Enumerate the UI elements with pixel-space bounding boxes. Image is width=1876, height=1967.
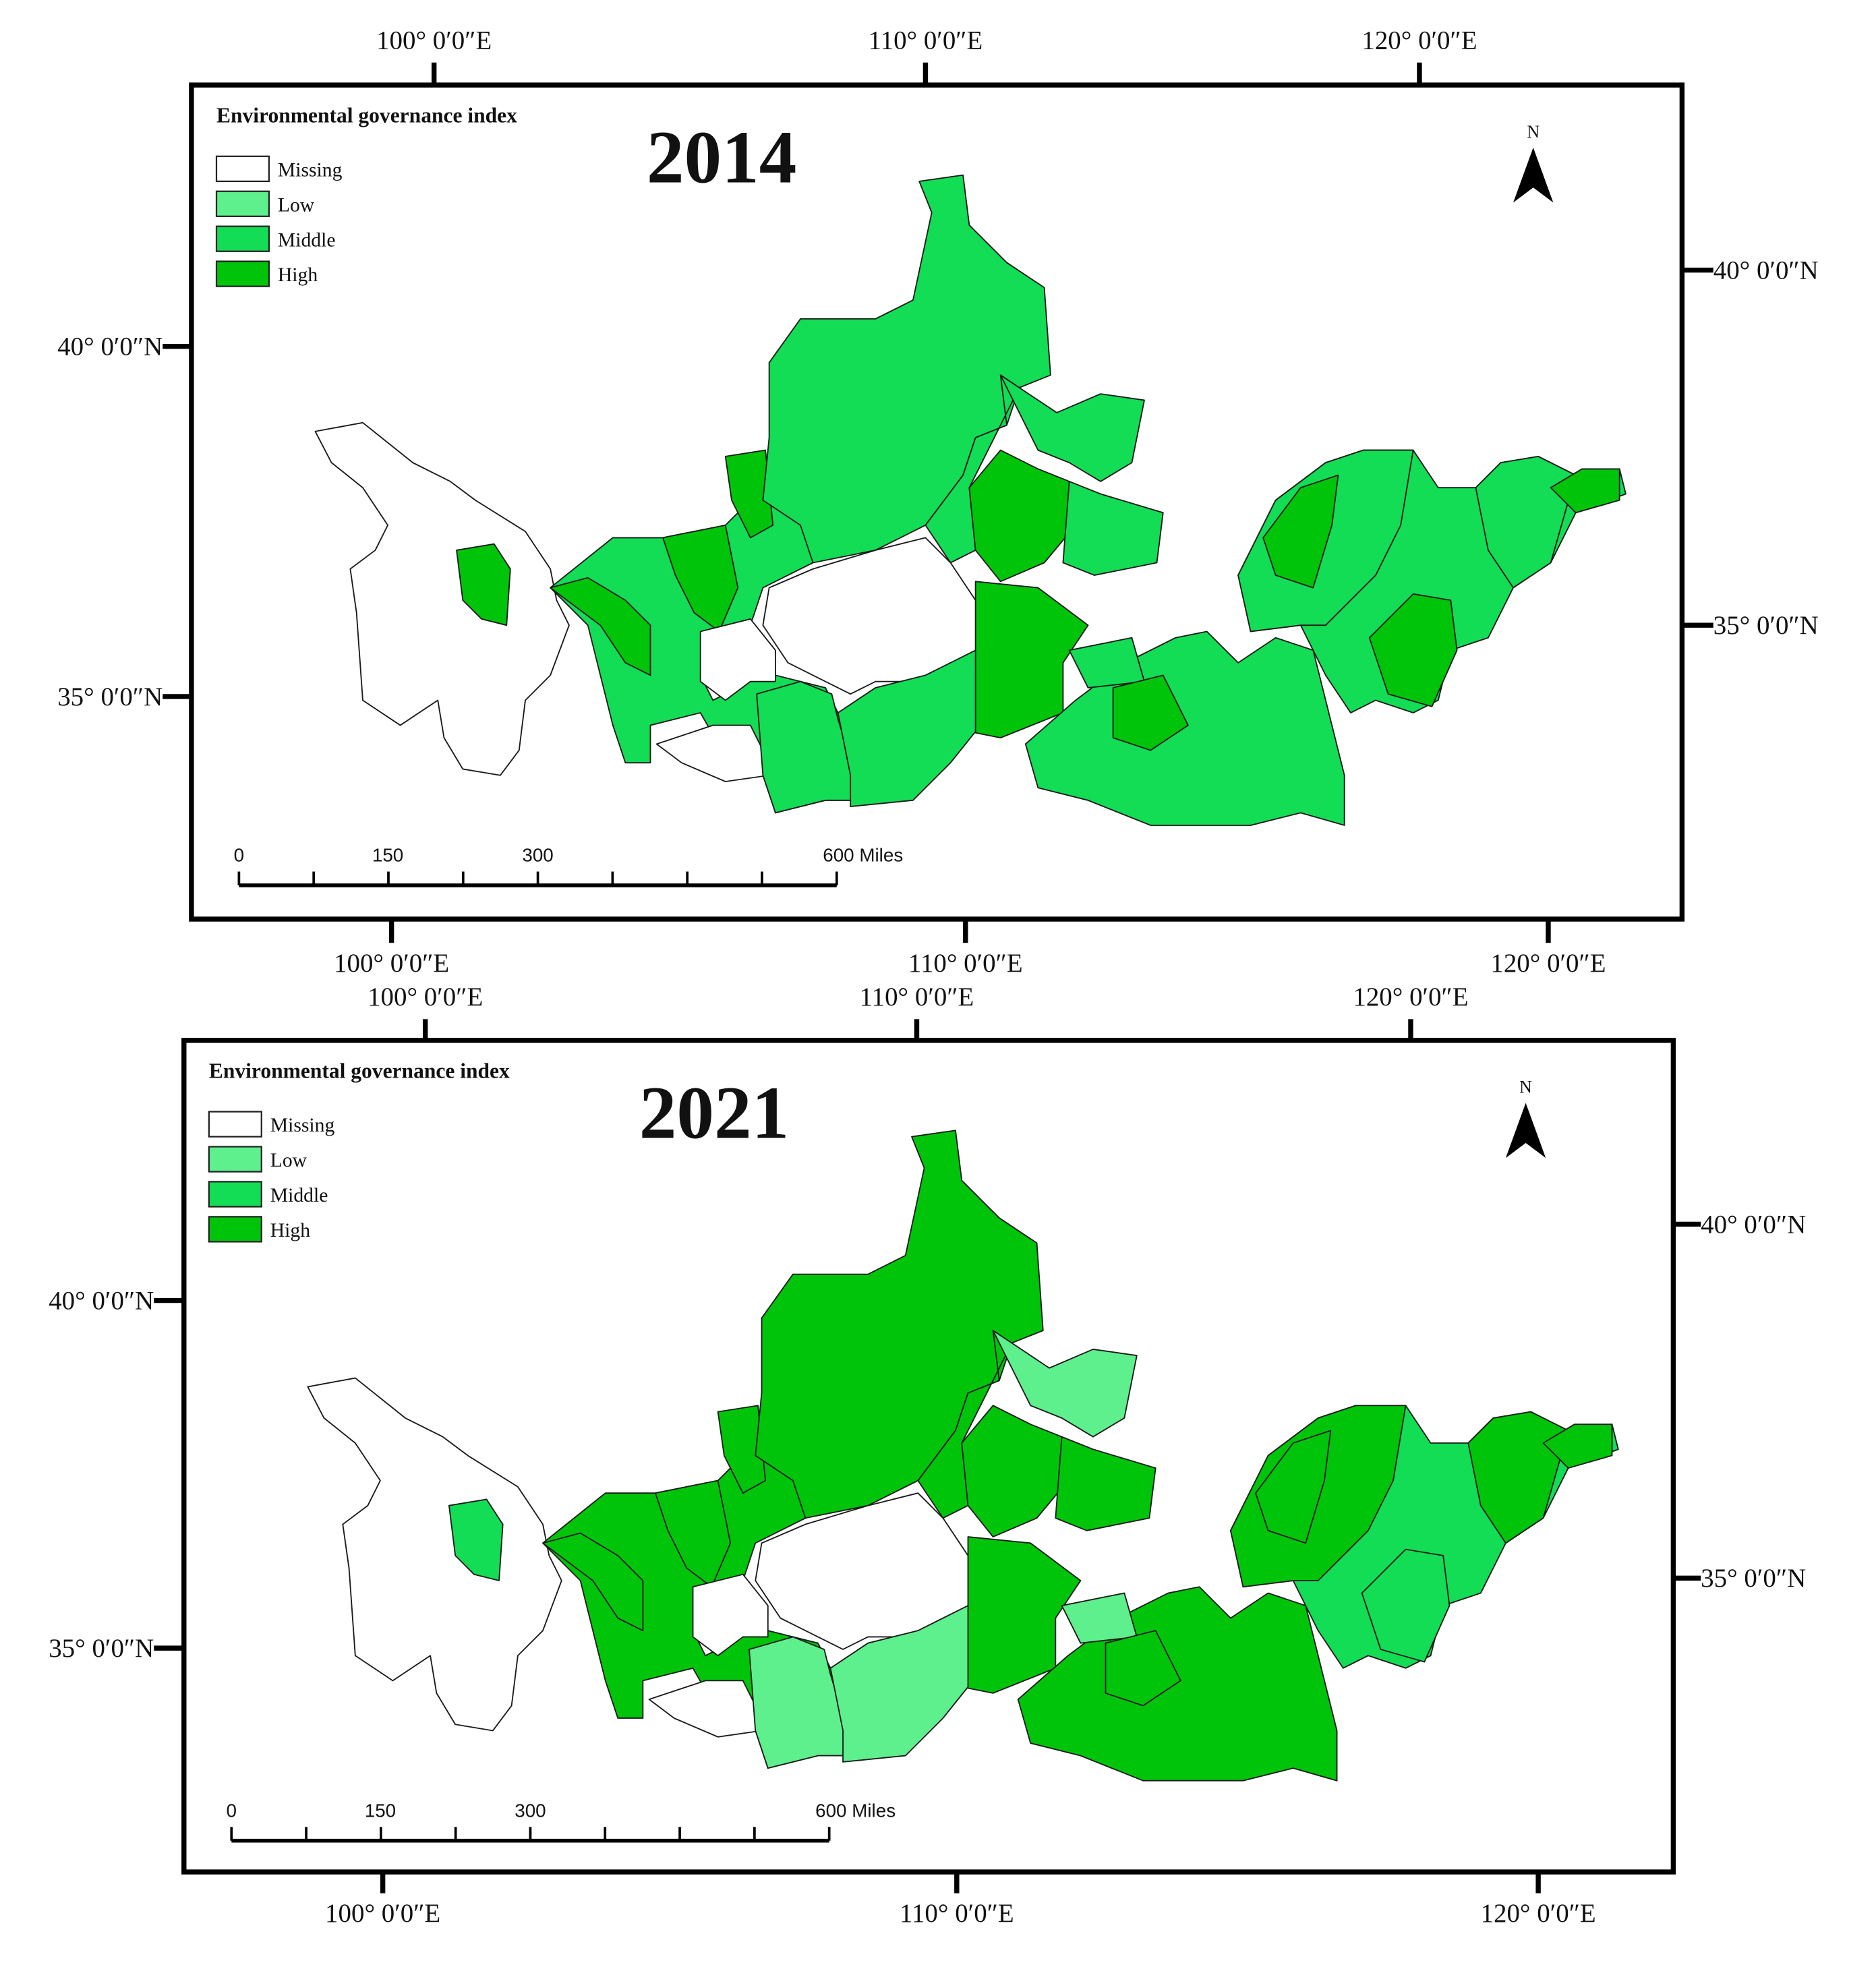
legend-swatch: [208, 1216, 262, 1243]
legend-label: Low: [278, 194, 315, 216]
region: [1542, 1423, 1613, 1469]
top-coordinate-label: 120° 0′0″E: [1353, 982, 1468, 1011]
legend-label: Middle: [278, 229, 336, 251]
region: [1068, 637, 1145, 688]
region: [837, 649, 976, 808]
legend-swatch: [208, 1111, 262, 1138]
legend-swatch: [215, 155, 270, 183]
region: [755, 1129, 1044, 1519]
right-coordinate-label: 40° 0′0″N: [1701, 1210, 1806, 1239]
region: [1017, 1586, 1338, 1782]
region: [550, 577, 651, 676]
scale-label: 0: [227, 1800, 237, 1821]
region: [1024, 630, 1345, 826]
bottom-coordinate-label: 110° 0′0″E: [908, 949, 1023, 978]
north-arrow: [1505, 1103, 1546, 1158]
region: [448, 1498, 504, 1581]
left-coordinate-label: 35° 0′0″N: [57, 682, 163, 711]
north-label: N: [1519, 1078, 1532, 1097]
region: [542, 1532, 644, 1632]
right-coordinate-label: 35° 0′0″N: [1713, 611, 1819, 640]
region: [1112, 674, 1189, 751]
scale-label: 600 Miles: [815, 1800, 896, 1821]
region: [961, 1405, 1069, 1538]
bottom-coordinate-label: 100° 0′0″E: [334, 949, 449, 978]
legend-swatch: [215, 190, 270, 217]
legend-swatch: [208, 1181, 262, 1208]
scale-label: 600 Miles: [823, 845, 903, 866]
region: [456, 543, 511, 626]
top-coordinate-label: 110° 0′0″E: [860, 982, 974, 1011]
legend-title: Environmental governance index: [216, 104, 517, 127]
region: [1262, 474, 1339, 589]
region: [1105, 1630, 1181, 1707]
bottom-coordinate-label: 120° 0′0″E: [1490, 949, 1606, 978]
map-regions: [307, 1129, 1619, 1782]
top-coordinate-label: 100° 0′0″E: [376, 26, 492, 55]
region: [655, 724, 770, 782]
region: [1061, 1592, 1138, 1644]
bottom-coordinate-label: 110° 0′0″E: [900, 1899, 1014, 1928]
region: [1055, 1436, 1156, 1531]
map-panel: 100° 0′0″E 110° 0′0″E 120° 0′0″E 100° 0′0″E…: [57, 26, 1819, 978]
region: [717, 1405, 767, 1494]
legend-label: Middle: [270, 1185, 328, 1206]
north-label: N: [1527, 122, 1540, 142]
region: [724, 449, 774, 539]
region: [1467, 1411, 1569, 1544]
region: [968, 449, 1076, 583]
region: [699, 618, 776, 701]
left-coordinate-label: 35° 0′0″N: [49, 1634, 154, 1663]
legend-swatch: [208, 1146, 262, 1173]
legend-label: Missing: [270, 1115, 335, 1136]
legend-label: Missing: [278, 159, 343, 181]
left-coordinate-label: 40° 0′0″N: [57, 332, 163, 361]
legend-title: Environmental governance index: [209, 1059, 510, 1083]
legend-label: High: [270, 1220, 310, 1241]
top-coordinate-label: 110° 0′0″E: [869, 26, 983, 55]
map-frame: [189, 82, 1685, 922]
legend-swatch: [215, 225, 270, 252]
legend-label: High: [278, 264, 318, 286]
year-label: 2021: [639, 1072, 790, 1155]
region: [762, 174, 1051, 564]
region: [692, 1573, 769, 1657]
map-panel: 100° 0′0″E 110° 0′0″E 120° 0′0″E 100° 0′0″E…: [49, 982, 1806, 1928]
year-label: 2014: [647, 117, 796, 200]
legend-swatch: [215, 260, 270, 287]
left-coordinate-label: 40° 0′0″N: [49, 1287, 154, 1316]
top-coordinate-label: 120° 0′0″E: [1361, 26, 1477, 55]
right-coordinate-label: 35° 0′0″N: [1701, 1564, 1806, 1593]
region: [307, 1377, 562, 1732]
bottom-coordinate-label: 100° 0′0″E: [325, 1899, 440, 1928]
map-frame: [181, 1038, 1676, 1875]
legend-label: Low: [270, 1150, 307, 1171]
region: [829, 1605, 969, 1763]
region: [314, 421, 570, 776]
top-coordinate-label: 100° 0′0″E: [368, 982, 483, 1011]
map-regions: [314, 174, 1626, 826]
region: [1550, 468, 1620, 514]
scale-label: 150: [365, 1800, 396, 1821]
region: [1255, 1430, 1332, 1544]
scale-label: 150: [372, 845, 403, 866]
scale-label: 0: [234, 845, 244, 866]
region: [1062, 481, 1164, 576]
region: [1361, 1548, 1450, 1663]
region: [999, 374, 1145, 482]
region: [992, 1330, 1138, 1438]
region: [648, 1680, 763, 1738]
north-arrow: [1513, 147, 1554, 203]
right-coordinate-label: 40° 0′0″N: [1713, 256, 1819, 285]
region: [1475, 455, 1577, 589]
scale-label: 300: [522, 845, 553, 866]
bottom-coordinate-label: 120° 0′0″E: [1481, 1899, 1596, 1928]
scale-label: 300: [515, 1800, 546, 1821]
region: [1368, 593, 1458, 707]
